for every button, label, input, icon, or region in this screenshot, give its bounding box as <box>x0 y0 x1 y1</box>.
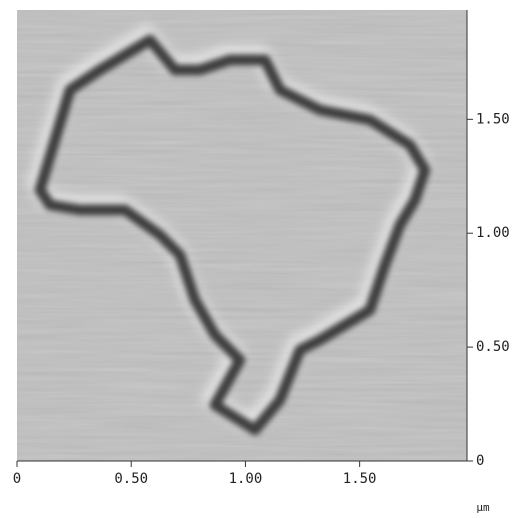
afm-image <box>17 10 467 461</box>
y-tick-label: 1.00 <box>476 225 510 241</box>
y-tick-label: 0.50 <box>476 339 510 355</box>
x-tick-label: 1.00 <box>229 471 263 487</box>
y-tick-label: 1.50 <box>476 111 510 127</box>
x-unit: µm <box>476 501 490 514</box>
x-tick-label: 0 <box>13 471 21 487</box>
x-tick-label: 1.50 <box>343 471 377 487</box>
y-tick-label: 0 <box>476 453 484 469</box>
x-tick-label: 0.50 <box>114 471 148 487</box>
